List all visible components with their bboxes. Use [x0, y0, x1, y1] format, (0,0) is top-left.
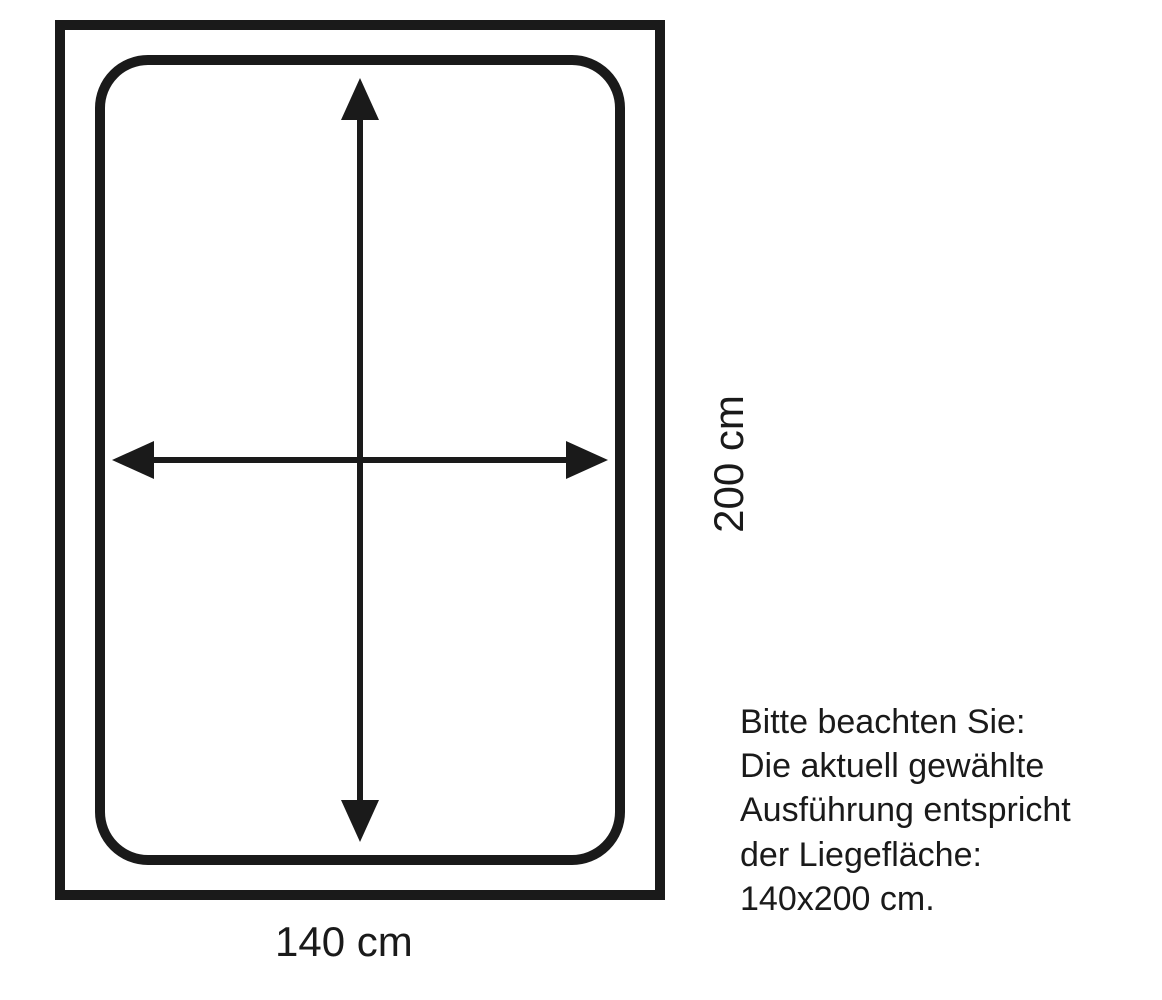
configuration-note-text: Bitte beachten Sie: Die aktuell gewählte…: [740, 700, 1071, 921]
mattress-dimension-svg: [0, 0, 720, 910]
dimension-diagram-canvas: 140 cm 200 cm Bitte beachten Sie: Die ak…: [0, 0, 1162, 1000]
width-dimension-label: 140 cm: [275, 918, 413, 966]
height-dimension-label: 200 cm: [705, 395, 753, 533]
